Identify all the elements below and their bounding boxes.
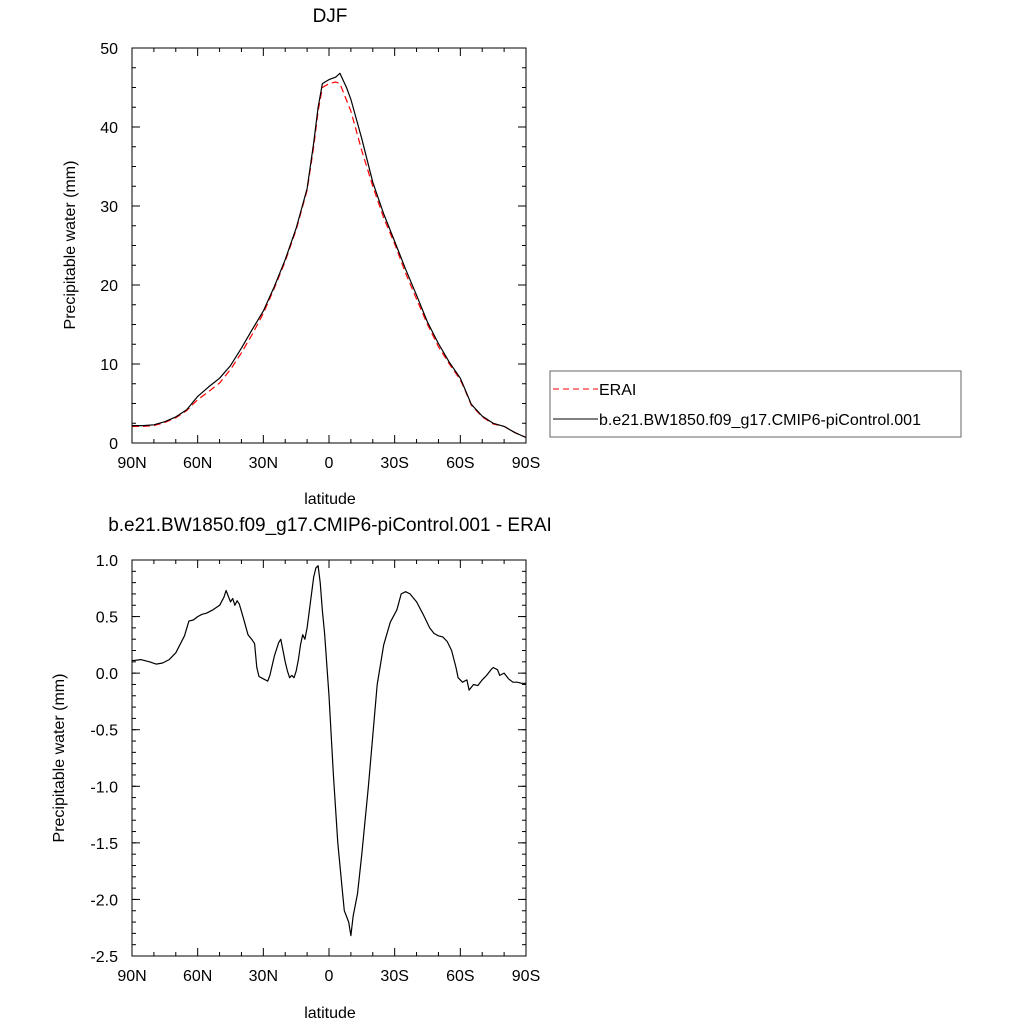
bottom-x-tick-label: 60S bbox=[446, 968, 474, 985]
top-y-axis-label: Precipitable water (mm) bbox=[62, 161, 79, 330]
bottom-chart-title: b.e21.BW1850.f09_g17.CMIP6-piControl.001… bbox=[108, 515, 552, 536]
bottom-x-tick-label: 0 bbox=[325, 968, 334, 985]
top-x-tick-label: 30N bbox=[249, 455, 278, 472]
bottom-x-tick-label: 90N bbox=[117, 968, 146, 985]
top-y-tick-label: 20 bbox=[100, 278, 118, 295]
top-series-line-erai bbox=[132, 81, 527, 439]
legend-label-model: b.e21.BW1850.f09_g17.CMIP6-piControl.001 bbox=[599, 412, 921, 429]
top-y-tick-label: 30 bbox=[100, 199, 118, 216]
bottom-x-tick-label: 30N bbox=[249, 968, 278, 985]
legend-box bbox=[549, 370, 962, 438]
top-x-tick-label: 60S bbox=[446, 455, 474, 472]
top-x-axis-label: latitude bbox=[304, 491, 356, 508]
top-y-tick-label: 10 bbox=[100, 357, 118, 374]
legend-label-erai: ERAI bbox=[599, 382, 636, 399]
top-x-tick-label: 60N bbox=[183, 455, 212, 472]
top-x-tick-label: 30S bbox=[380, 455, 408, 472]
bottom-y-tick-label: -1.5 bbox=[90, 836, 118, 853]
bottom-plot-frame bbox=[131, 559, 527, 957]
bottom-y-tick-label: -2.5 bbox=[90, 949, 118, 966]
top-series-line-model bbox=[132, 72, 527, 439]
bottom-series-line-difference bbox=[131, 565, 526, 937]
top-chart-title: DJF bbox=[313, 6, 348, 27]
bottom-y-tick-label: -0.5 bbox=[90, 723, 118, 740]
top-y-tick-label: 40 bbox=[100, 120, 118, 137]
bottom-x-axis-label: latitude bbox=[304, 1005, 356, 1022]
bottom-y-tick-label: 0.5 bbox=[96, 610, 118, 627]
bottom-y-tick-label: -1.0 bbox=[90, 779, 118, 796]
top-plot-frame bbox=[131, 47, 527, 444]
legend: ERAI b.e21.BW1850.f09_g17.CMIP6-piContro… bbox=[549, 370, 962, 438]
bottom-panel: b.e21.BW1850.f09_g17.CMIP6-piControl.001… bbox=[51, 515, 552, 1022]
top-y-tick-label: 0 bbox=[109, 436, 118, 453]
bottom-y-tick-label: 0.0 bbox=[96, 666, 118, 683]
bottom-x-tick-label: 90S bbox=[512, 968, 540, 985]
bottom-x-tick-label: 30S bbox=[380, 968, 408, 985]
bottom-y-tick-label: 1.0 bbox=[96, 553, 118, 570]
bottom-y-tick-label: -2.0 bbox=[90, 892, 118, 909]
top-y-tick-label: 50 bbox=[100, 41, 118, 58]
bottom-x-tick-label: 60N bbox=[183, 968, 212, 985]
bottom-y-axis-label: Precipitable water (mm) bbox=[51, 674, 68, 843]
top-x-tick-label: 90S bbox=[512, 455, 540, 472]
top-panel: DJF 90N 60N 30N 0 30S 60S 90S 0 10 20 30 40 50 latit… bbox=[62, 6, 540, 508]
top-x-tick-label: 90N bbox=[117, 455, 146, 472]
top-x-tick-label: 0 bbox=[325, 455, 334, 472]
